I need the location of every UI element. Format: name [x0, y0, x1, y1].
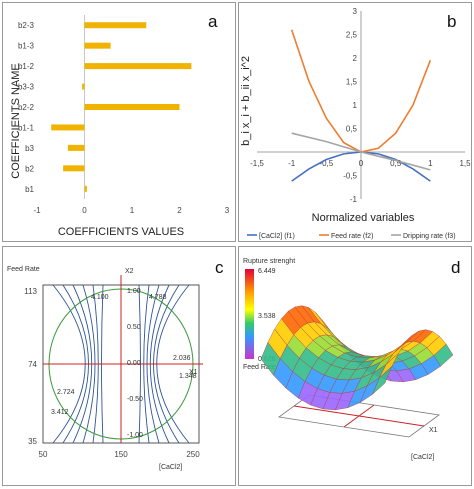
c-y-tick-74: 74 [28, 360, 37, 369]
floor-plane [277, 394, 441, 438]
category-label-b1-1: b1-1 [18, 123, 35, 132]
panel-a-coefficients-chart: a COEFFICIENTS VALUES COEFFICIENTS NAME … [2, 2, 236, 242]
c-y-tick-35: 35 [28, 437, 37, 446]
y-tick-1,5: 1,5 [346, 78, 358, 87]
c-x-tick-50: 50 [39, 450, 48, 459]
category-label-b2-3: b2-3 [18, 21, 35, 30]
c-y-axis-title: Feed Rate [7, 266, 40, 273]
category-label-b1: b1 [25, 185, 34, 194]
normalized-variables-line-chart: b Normalized variables -1,5 -1 -0,5 0 0,5 1 1,… [240, 7, 471, 240]
x-tick-0: 0 [359, 159, 364, 168]
contour-label-1.348: 1.348 [179, 373, 197, 380]
floor-axis-x2 [293, 405, 425, 427]
category-label-b1-3: b1-3 [18, 42, 35, 51]
category-label-b3: b3 [25, 144, 34, 153]
d-feed-rate-label: Feed Rate [243, 364, 276, 371]
y-tick-3: 3 [353, 7, 358, 16]
contour-plot: c Feed Rate [CaCl2] 50 150 250 113 74 35 X2 X1 1.0… [7, 258, 224, 471]
bar-b1 [84, 185, 87, 192]
legend-label-1: Feed rate (f2) [331, 233, 373, 240]
x1-label: X1 [189, 369, 198, 376]
bar-b1-2 [84, 63, 192, 70]
y-tick-2: 2 [353, 54, 358, 63]
contour-label-4.100: 4.100 [91, 294, 109, 301]
x2-label: X2 [125, 268, 134, 275]
panel-a-y-axis-title: COEFFICIENTS NAME [10, 63, 22, 179]
d-x1-label: X1 [429, 427, 438, 434]
c-x-tick-250: 250 [186, 450, 200, 459]
bar-b2-2 [84, 104, 180, 110]
c-x-tick-150: 150 [114, 450, 128, 459]
x-tick-1: 1 [130, 206, 135, 215]
x-tick-1: 1 [428, 159, 433, 168]
panel-d-label: d [451, 258, 460, 277]
y-tick--1: -1 [350, 195, 358, 204]
x-tick--1,5: -1,5 [250, 159, 264, 168]
legend-label-0: [CaCl2] (f1) [259, 233, 295, 240]
y-tick-0,5: 0,5 [346, 125, 358, 134]
colorbar [245, 269, 254, 359]
coded-y-tick-2: 0.00 [127, 360, 141, 367]
coded-y-tick-3: -0.50 [127, 396, 143, 403]
panel-a-label: a [208, 12, 218, 31]
category-label-b2: b2 [25, 164, 34, 173]
coded-y-tick-0: 1.00 [127, 288, 141, 295]
category-label-b1-2: b1-2 [18, 62, 35, 71]
bar-b3-3 [82, 83, 85, 90]
coded-y-tick-4: -1.00 [127, 432, 143, 439]
contour-label-4.788: 4.788 [149, 294, 167, 301]
coded-y-tick-1: 0.50 [127, 324, 141, 331]
x-tick--1: -1 [288, 159, 296, 168]
panel-b-normalized-lines: b Normalized variables -1,5 -1 -0,5 0 0,5 1 1,… [238, 2, 472, 242]
colorbar-tick-1: 3.538 [258, 313, 276, 320]
bar-b2 [63, 165, 85, 172]
x-tick-2: 2 [177, 206, 182, 215]
x-tick-3: 3 [225, 206, 230, 215]
c-y-tick-113: 113 [24, 287, 37, 296]
c-x-axis-title: [CaCl2] [159, 464, 182, 471]
colorbar-tick-0: 6.449 [258, 268, 276, 275]
bar-b1-3 [84, 42, 111, 49]
series-line-2 [291, 132, 431, 171]
contour-label-2.036: 2.036 [173, 355, 191, 362]
d-z-axis-title: Rupture strenght [243, 258, 295, 265]
category-label-b2-2: b2-2 [18, 103, 35, 112]
y-tick--0,5: -0,5 [343, 172, 357, 181]
panel-c-label: c [215, 258, 224, 277]
panel-b-label: b [447, 12, 456, 31]
surface-facet [372, 366, 392, 395]
panel-a-x-axis-title: COEFFICIENTS VALUES [58, 226, 184, 238]
bar-b2-3 [84, 22, 147, 29]
category-label-b3-3: b3-3 [18, 83, 35, 92]
x-tick-1,5: 1,5 [459, 159, 471, 168]
panel-b-x-axis-title: Normalized variables [312, 212, 415, 224]
d-cacl2-label: [CaCl2] [411, 454, 434, 461]
bar-b3 [67, 144, 85, 151]
contour-label-2.724: 2.724 [57, 389, 75, 396]
panel-c-contour-plot: c Feed Rate [CaCl2] 50 150 250 113 74 35 X2 X1 1.0… [2, 246, 236, 486]
contour-label-3.412: 3.412 [51, 409, 69, 416]
y-tick-1: 1 [353, 101, 358, 110]
y-tick-2,5: 2,5 [346, 31, 358, 40]
legend-label-2: Dripping rate (f3) [403, 233, 456, 240]
x-tick--0,5: -0,5 [319, 159, 333, 168]
x-tick--1: -1 [33, 206, 41, 215]
coefficients-bar-chart: a COEFFICIENTS VALUES COEFFICIENTS NAME … [10, 12, 230, 238]
panel-b-y-axis-title: b_i x_i + b_ii x_i^2 [240, 56, 252, 146]
x-tick-0,5: 0,5 [390, 159, 402, 168]
bar-b1-1 [51, 124, 85, 131]
x-tick-0: 0 [82, 206, 87, 215]
